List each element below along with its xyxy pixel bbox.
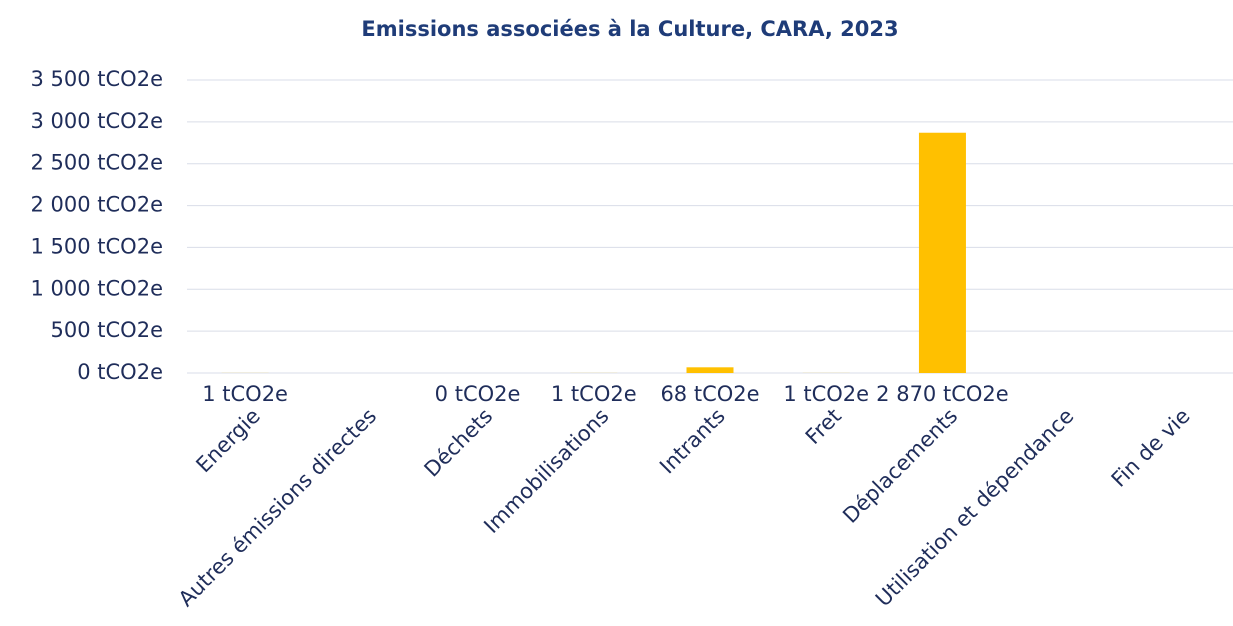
data-label: 0 tCO2e [435,382,521,406]
data-label: 2 870 tCO2e [876,382,1009,406]
x-tick-label: Energie [191,404,264,477]
y-tick-label: 1 000 tCO2e [30,276,163,300]
x-tick-label: Fret [801,404,846,449]
bar [686,367,734,373]
x-tick-label: Autres émissions directes [174,404,381,611]
y-tick-label: 2 500 tCO2e [30,151,163,175]
x-tick-label: Immobilisations [479,404,613,538]
y-tick-label: 1 500 tCO2e [30,234,163,258]
data-label: 1 tCO2e [551,382,637,406]
y-tick-label: 0 tCO2e [77,360,163,384]
y-tick-label: 3 000 tCO2e [30,109,163,133]
x-tick-label: Déplacements [838,404,962,528]
y-tick-label: 3 500 tCO2e [30,67,163,91]
y-tick-label: 500 tCO2e [51,318,163,342]
x-tick-label: Déchets [420,404,498,482]
data-label: 1 tCO2e [202,382,288,406]
x-tick-label: Intrants [655,404,730,479]
data-label: 68 tCO2e [660,382,759,406]
x-tick-label: Utilisation et dépendance [871,404,1078,611]
y-tick-label: 2 000 tCO2e [30,193,163,217]
x-tick-label: Fin de vie [1107,404,1195,492]
chart-title: Emissions associées à la Culture, CARA, … [361,17,898,41]
data-label: 1 tCO2e [783,382,869,406]
bar [918,132,966,373]
